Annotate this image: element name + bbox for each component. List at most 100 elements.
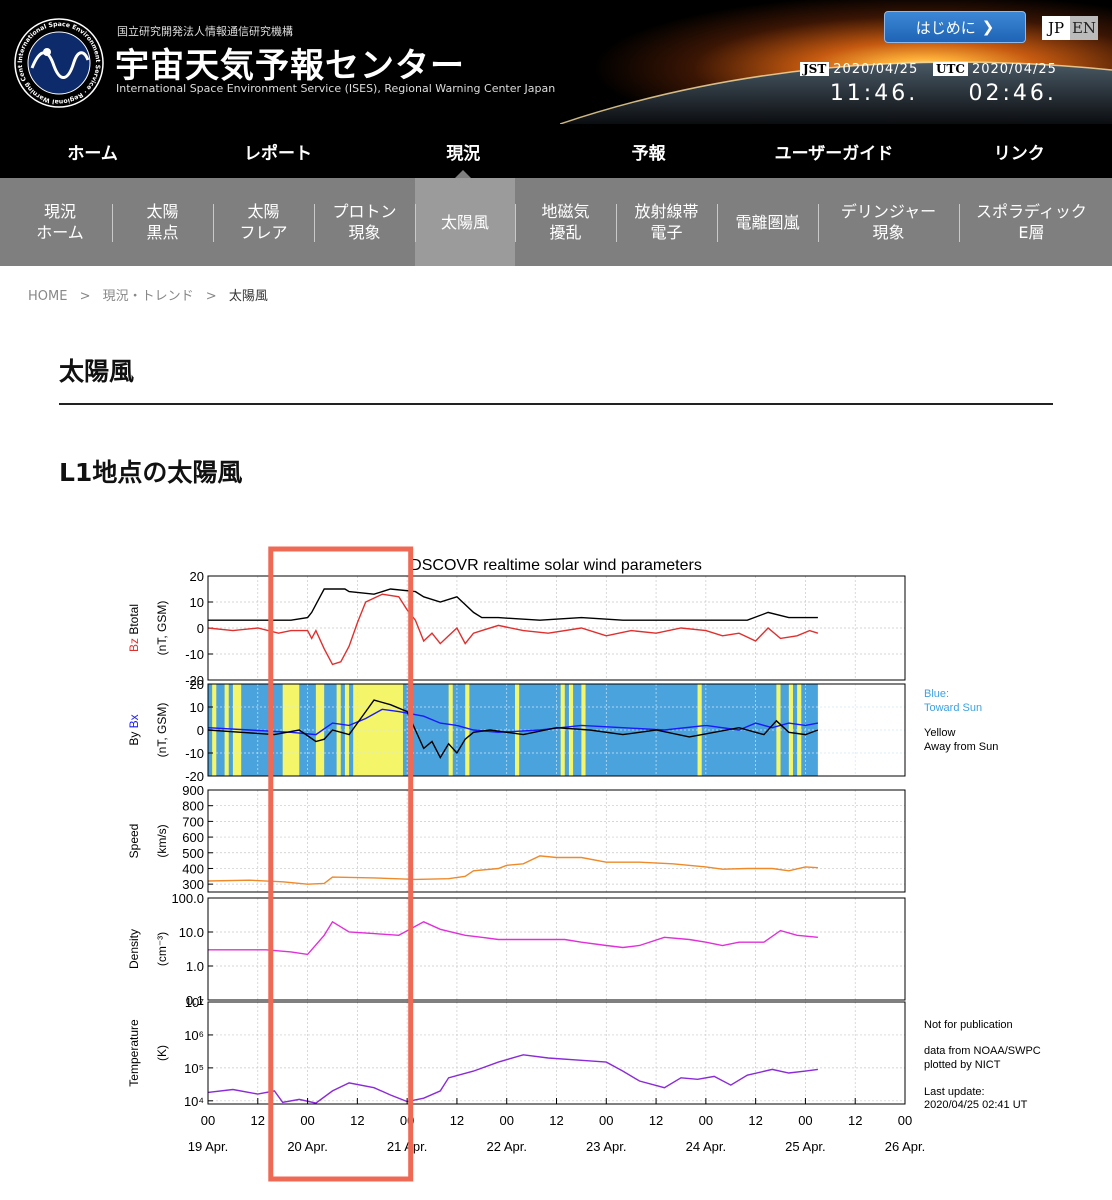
- highlight-annotation-box: [268, 546, 414, 1182]
- title-divider: [59, 403, 1053, 405]
- subnav-ionospheric-storms[interactable]: 電離圏嵐: [717, 178, 818, 266]
- x-tick-label: 12: [748, 1113, 762, 1128]
- y-tick-label: 10: [190, 595, 204, 610]
- breadcrumb-home[interactable]: HOME: [28, 289, 68, 304]
- panel-unit-label: (nT, GSM): [155, 703, 169, 758]
- subnav-label: E層: [1018, 223, 1045, 242]
- language-jp-button[interactable]: JP: [1042, 16, 1070, 40]
- nav-links[interactable]: リンク: [993, 143, 1045, 164]
- away-from-sun-band: [560, 684, 565, 776]
- y-tick-label: 10.0: [179, 925, 204, 940]
- y-tick-label: 10: [190, 700, 204, 715]
- section-title: L1地点の太陽風: [59, 458, 243, 487]
- subnav-status-home[interactable]: 現況 ホーム: [8, 178, 112, 266]
- y-tick-label: 0: [197, 621, 204, 636]
- y-tick-label: -20: [185, 769, 204, 784]
- y-tick-label: 300: [182, 877, 204, 892]
- breadcrumb-status-trend[interactable]: 現況・トレンド: [102, 289, 194, 304]
- y-tick-label: 10⁵: [184, 1061, 204, 1076]
- y-tick-label: 10⁴: [184, 1094, 204, 1109]
- y-tick-label: 400: [182, 861, 204, 876]
- panel-unit-label: (cm⁻³): [155, 932, 169, 966]
- nav-user-guide[interactable]: ユーザーガイド: [774, 143, 894, 164]
- language-en-button[interactable]: EN: [1070, 16, 1098, 40]
- away-from-sun-band: [224, 684, 229, 776]
- series-line-btotal: [208, 588, 818, 621]
- plotted-by-note: plotted by NICT: [924, 1059, 1001, 1071]
- subnav-geomagnetic-storms[interactable]: 地磁気 擾乱: [515, 178, 616, 266]
- series-line-by: [207, 699, 819, 760]
- subnav-label: 太陽風: [440, 212, 489, 232]
- site-title[interactable]: 宇宙天気予報センター: [115, 46, 465, 86]
- subnav-label: ホーム: [36, 223, 84, 242]
- away-from-sun-band: [448, 684, 453, 776]
- y-tick-label: -20: [185, 673, 204, 688]
- x-tick-label: 00: [599, 1113, 613, 1128]
- subnav-sunspots[interactable]: 太陽 黒点: [112, 178, 213, 266]
- utc-time: 02:46.: [968, 81, 1057, 106]
- subnav-dellinger[interactable]: デリンジャー 現象: [818, 178, 959, 266]
- date-label: 26 Apr.: [885, 1139, 925, 1154]
- y-tick-label: 0.1: [186, 993, 204, 1008]
- y-tick-label: 10⁷: [185, 995, 204, 1010]
- subnav-label: スポラディック: [976, 202, 1087, 221]
- panel-quantity-label: By Bx: [127, 714, 141, 745]
- x-tick-label: 12: [649, 1113, 663, 1128]
- y-tick-label: 800: [182, 799, 204, 814]
- x-tick-label: 00: [300, 1113, 314, 1128]
- subnav-label: フレア: [239, 223, 288, 242]
- data-source-note: data from NOAA/SWPC: [924, 1045, 1041, 1057]
- y-tick-label: 500: [182, 846, 204, 861]
- intro-button[interactable]: はじめに ❯: [884, 11, 1026, 43]
- main-nav: ホーム レポート 現況 予報 ユーザーガイド リンク: [0, 124, 1112, 179]
- subnav-label: 電離圏嵐: [735, 212, 800, 232]
- subnav-label: 現象: [348, 223, 381, 242]
- panel-unit-label: (km/s): [155, 824, 169, 857]
- jst-time: 11:46.: [829, 81, 919, 106]
- isee-logo-seal: International Space Environment Service …: [14, 18, 104, 108]
- x-tick-label: 12: [549, 1113, 563, 1128]
- panel-quantity-label: Density: [127, 929, 141, 969]
- away-from-sun-band: [797, 684, 802, 776]
- x-tick-label: 12: [350, 1113, 364, 1128]
- subnav-solar-wind[interactable]: 太陽風: [415, 178, 515, 266]
- y-tick-label: 0: [197, 723, 204, 738]
- subnav-label: 地磁気: [541, 202, 590, 221]
- legend-blue-label: Blue:: [924, 688, 949, 700]
- breadcrumb-separator: >: [79, 289, 91, 304]
- panel-quantity-label: Bz Btotal: [127, 604, 141, 652]
- organization-name: 国立研究開発法人情報通信研究機構: [117, 25, 293, 38]
- nav-report[interactable]: レポート: [243, 143, 312, 164]
- nav-forecast[interactable]: 予報: [631, 143, 666, 164]
- subnav-label: 電子: [650, 223, 683, 242]
- jst-clock: JST 2020/04/25 11:46.: [800, 58, 918, 106]
- subnav-label: 擾乱: [549, 223, 582, 242]
- x-tick-label: 12: [251, 1113, 265, 1128]
- subnav-label: 現況: [43, 202, 76, 221]
- subnav-label: 太陽: [146, 202, 179, 221]
- panel-frame: [207, 897, 906, 1001]
- subnav-sporadic-e[interactable]: スポラディック E層: [959, 178, 1104, 266]
- x-tick-label: 00: [699, 1113, 713, 1128]
- panel-frame: [207, 575, 906, 681]
- y-tick-label: 20: [190, 677, 204, 692]
- chevron-right-icon: ❯: [981, 18, 995, 36]
- subnav-solar-flares[interactable]: 太陽 フレア: [213, 178, 314, 266]
- subnav-radiation-belt[interactable]: 放射線帯 電子: [616, 178, 717, 266]
- date-label: 19 Apr.: [188, 1139, 228, 1154]
- legend-yellow-label: Yellow: [924, 727, 955, 739]
- last-update-label: Last update:: [924, 1086, 985, 1098]
- x-tick-label: 00: [499, 1113, 513, 1128]
- utc-label: UTC: [933, 62, 968, 76]
- jst-date: 2020/04/25: [833, 62, 919, 77]
- breadcrumb-current: 太陽風: [228, 289, 268, 304]
- solar-wind-chart: DSCOVR realtime solar wind parameters 20 1…: [127, 546, 1041, 1182]
- series-line-bx: [207, 708, 819, 736]
- subnav-proton-events[interactable]: プロトン 現象: [314, 178, 415, 266]
- date-label: 21 Apr.: [387, 1139, 427, 1154]
- nav-current-status[interactable]: 現況: [371, 124, 556, 179]
- nav-home[interactable]: ホーム: [67, 143, 118, 164]
- x-tick-label: 12: [450, 1113, 464, 1128]
- y-tick-label: 100.0: [171, 891, 204, 906]
- utc-date: 2020/04/25: [971, 62, 1057, 77]
